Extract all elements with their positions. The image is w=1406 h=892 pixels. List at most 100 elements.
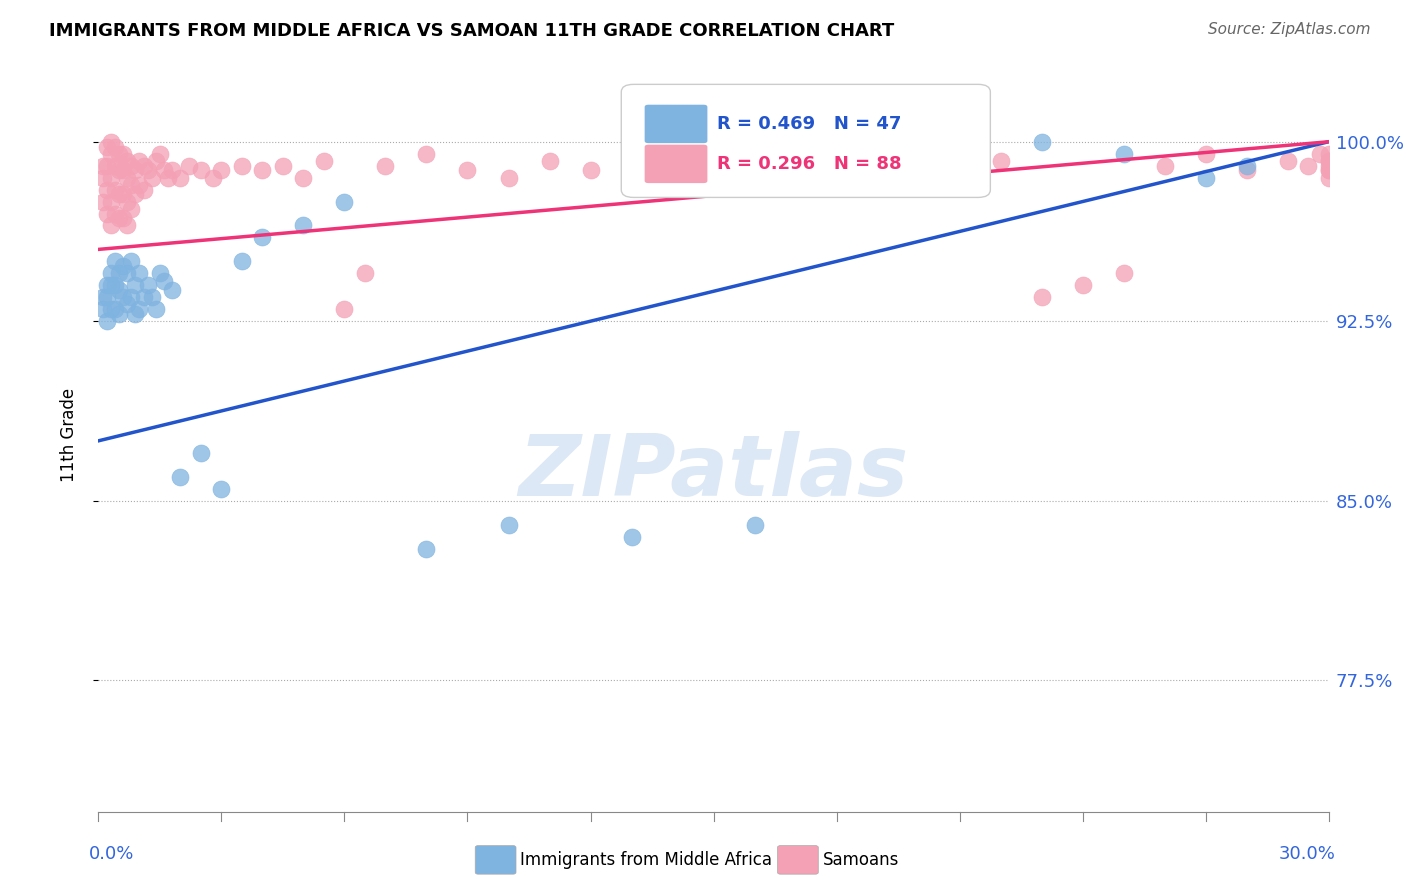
Point (91, 194, 114, 209)
Point (949, 170, 972, 185)
Point (124, 307, 146, 321)
Point (149, 146, 172, 161)
Point (1031, 290, 1053, 304)
Point (91, 159, 114, 173)
Text: ZIPatlas: ZIPatlas (519, 431, 908, 514)
Point (252, 230, 274, 244)
Point (132, 290, 155, 304)
Point (620, 530, 643, 544)
Point (104, 159, 127, 173)
Point (1317, 159, 1340, 173)
Point (907, 159, 929, 173)
Point (108, 187, 131, 202)
Point (415, 146, 437, 161)
Point (108, 163, 131, 178)
Point (1112, 146, 1135, 161)
Point (115, 153, 138, 168)
Point (96, 314, 118, 328)
Point (100, 146, 122, 161)
Point (96, 159, 118, 173)
Point (115, 297, 138, 311)
Point (907, 159, 929, 173)
Point (96, 139, 118, 153)
Point (112, 211, 135, 226)
Point (1309, 146, 1331, 161)
Point (132, 183, 155, 197)
Point (104, 206, 127, 220)
Point (108, 307, 131, 321)
Point (1153, 159, 1175, 173)
FancyBboxPatch shape (621, 85, 990, 197)
Point (415, 541, 437, 556)
Point (100, 278, 122, 293)
Point (866, 163, 889, 178)
Point (162, 163, 183, 178)
Point (96, 206, 118, 220)
Y-axis label: 11th Grade: 11th Grade (59, 388, 77, 482)
Point (128, 153, 150, 168)
Point (112, 290, 135, 304)
Point (1317, 146, 1340, 161)
Point (96, 290, 118, 304)
Point (1317, 170, 1340, 185)
Point (120, 254, 142, 268)
Point (169, 469, 191, 483)
Point (108, 266, 131, 280)
Point (333, 194, 356, 209)
Text: 0.0%: 0.0% (89, 846, 134, 863)
Text: Immigrants from Middle Africa: Immigrants from Middle Africa (520, 851, 772, 869)
FancyBboxPatch shape (645, 104, 707, 143)
Point (1071, 278, 1094, 293)
Point (100, 219, 122, 233)
Point (498, 517, 520, 532)
Point (211, 482, 233, 496)
Point (100, 302, 122, 317)
Point (100, 194, 122, 209)
Point (202, 170, 225, 185)
Point (112, 259, 135, 273)
Point (169, 170, 191, 185)
Point (128, 302, 150, 317)
Text: Samoans: Samoans (823, 851, 898, 869)
Point (100, 135, 122, 149)
Point (145, 302, 167, 317)
Point (252, 163, 274, 178)
Point (115, 219, 138, 233)
Point (153, 163, 176, 178)
Point (579, 163, 602, 178)
Point (190, 446, 212, 460)
Point (825, 170, 848, 185)
Point (124, 187, 146, 202)
Point (177, 159, 200, 173)
Text: IMMIGRANTS FROM MIDDLE AFRICA VS SAMOAN 11TH GRADE CORRELATION CHART: IMMIGRANTS FROM MIDDLE AFRICA VS SAMOAN … (49, 22, 894, 40)
Point (124, 163, 146, 178)
Point (354, 266, 377, 280)
Point (104, 302, 127, 317)
Point (157, 170, 180, 185)
Point (162, 283, 183, 297)
Text: 30.0%: 30.0% (1279, 846, 1336, 863)
Point (96, 278, 118, 293)
Point (100, 266, 122, 280)
Point (120, 202, 142, 216)
Point (271, 159, 294, 173)
Point (104, 254, 127, 268)
Point (108, 211, 131, 226)
Point (141, 290, 163, 304)
Text: R = 0.469   N = 47: R = 0.469 N = 47 (717, 114, 901, 133)
Point (1195, 146, 1218, 161)
Point (1031, 135, 1053, 149)
Point (115, 194, 138, 209)
Point (128, 266, 150, 280)
Point (1236, 159, 1258, 173)
Text: Source: ZipAtlas.com: Source: ZipAtlas.com (1208, 22, 1371, 37)
Point (1277, 153, 1299, 168)
Point (91, 302, 114, 317)
Point (211, 163, 233, 178)
Point (132, 159, 155, 173)
Point (136, 278, 159, 293)
Point (498, 170, 520, 185)
Point (120, 290, 142, 304)
Point (1195, 170, 1218, 185)
Point (153, 273, 176, 287)
